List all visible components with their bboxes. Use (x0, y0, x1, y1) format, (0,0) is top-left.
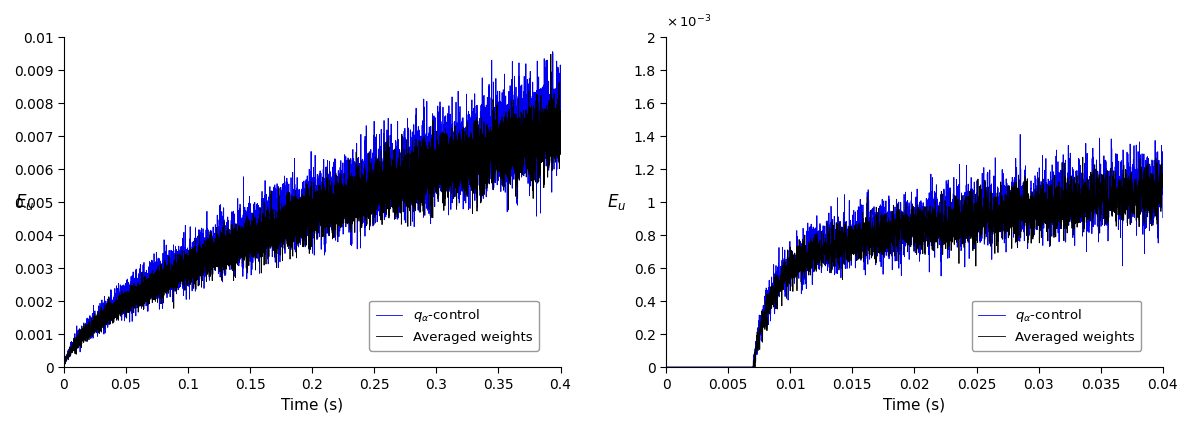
Averaged weights (81, 325, 95, 330)
Averaged weights (895, 226, 909, 231)
Averaged weights (350, 166, 365, 171)
qα-control (546, 49, 560, 54)
qα-control (350, 177, 365, 182)
qα-control (1156, 215, 1171, 220)
qα-control (452, 184, 466, 189)
Averaged weights (236, 256, 250, 261)
Averaged weights (1141, 191, 1155, 196)
Averaged weights (452, 156, 466, 161)
qα-control (659, 365, 673, 370)
X-axis label: Time (s): Time (s) (883, 397, 945, 412)
Line: Averaged weights: Averaged weights (666, 157, 1163, 367)
qα-control (1116, 188, 1130, 193)
qα-control (424, 179, 439, 184)
X-axis label: Time (s): Time (s) (281, 397, 343, 412)
Averaged weights (544, 52, 558, 57)
Text: $E_u$: $E_u$ (607, 192, 626, 212)
qα-control (868, 222, 882, 227)
Averaged weights (57, 365, 72, 370)
Averaged weights (1116, 218, 1130, 223)
Averaged weights (1020, 198, 1035, 203)
Line: qα-control: qα-control (666, 135, 1163, 367)
qα-control (1020, 228, 1035, 233)
Averaged weights (372, 194, 386, 199)
Text: $E_u$: $E_u$ (14, 192, 35, 212)
Legend: $q_\alpha$-control, Averaged weights: $q_\alpha$-control, Averaged weights (370, 301, 539, 351)
qα-control (895, 234, 909, 239)
Averaged weights (424, 167, 439, 172)
qα-control (1013, 132, 1028, 137)
Legend: $q_\alpha$-control, Averaged weights: $q_\alpha$-control, Averaged weights (971, 301, 1141, 351)
Line: Averaged weights: Averaged weights (64, 54, 560, 367)
qα-control (372, 176, 386, 181)
Averaged weights (553, 119, 567, 124)
Averaged weights (1075, 155, 1089, 160)
Line: qα-control: qα-control (64, 52, 560, 367)
qα-control (236, 264, 250, 269)
qα-control (81, 326, 95, 331)
Averaged weights (659, 365, 673, 370)
Averaged weights (871, 222, 886, 227)
Text: $\times\,10^{-3}$: $\times\,10^{-3}$ (666, 14, 712, 30)
qα-control (57, 365, 72, 370)
qα-control (871, 210, 886, 215)
qα-control (553, 66, 567, 71)
Averaged weights (868, 256, 882, 262)
Averaged weights (1156, 181, 1171, 186)
qα-control (1141, 169, 1155, 174)
